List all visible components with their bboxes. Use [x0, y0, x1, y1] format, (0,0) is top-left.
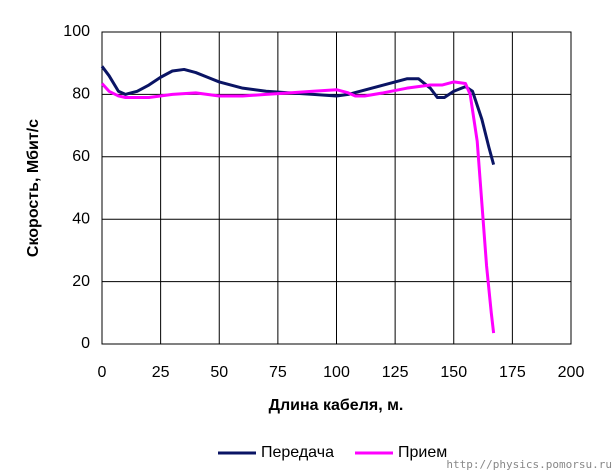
series-line [100, 80, 496, 334]
legend-label: Передача [261, 444, 334, 461]
watermark: http://physics.pomorsu.ru [446, 458, 612, 471]
x-tick-label: 200 [558, 364, 585, 381]
x-tick-label: 175 [499, 364, 526, 381]
x-tick-label: 125 [382, 364, 409, 381]
y-tick-label: 40 [72, 210, 90, 227]
x-axis-label: Длина кабеля, м. [269, 397, 404, 414]
y-tick-label: 20 [72, 273, 90, 290]
y-tick-label: 60 [72, 148, 90, 165]
x-tick-label: 25 [152, 364, 170, 381]
x-tick-label: 150 [440, 364, 467, 381]
y-axis-label: Скорость, Мбит/с [25, 119, 42, 257]
x-tick-label: 100 [323, 364, 350, 381]
y-tick-label: 100 [63, 23, 90, 40]
plot-frame [101, 31, 572, 345]
y-tick-label: 80 [72, 86, 90, 103]
x-tick-label: 75 [269, 364, 287, 381]
series-line [100, 65, 496, 165]
x-tick-label: 50 [210, 364, 228, 381]
x-tick-label: 0 [98, 364, 107, 381]
y-tick-label: 0 [81, 335, 90, 352]
legend-label: Прием [398, 444, 447, 461]
